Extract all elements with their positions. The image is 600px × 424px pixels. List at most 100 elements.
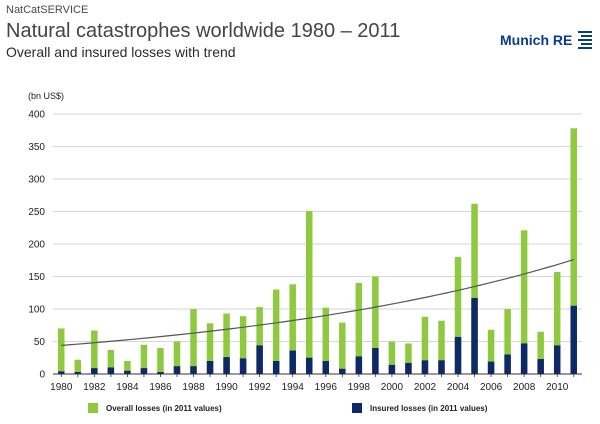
x-tick-label: 1984 <box>116 382 139 393</box>
x-tick-label: 2002 <box>414 382 437 393</box>
bar-overall <box>157 348 164 374</box>
y-tick-label: 250 <box>28 207 45 218</box>
bar-overall <box>438 320 445 374</box>
bar-insured <box>305 357 313 374</box>
bar-insured <box>256 345 263 374</box>
bar-insured <box>124 370 131 374</box>
bar-insured <box>339 368 346 374</box>
bar-overall <box>487 329 495 374</box>
bar-overall <box>107 349 115 374</box>
y-tick-label: 50 <box>34 337 46 348</box>
bar-insured <box>190 366 197 374</box>
bar-insured <box>322 361 330 374</box>
bar-insured <box>272 361 280 374</box>
bar-insured <box>388 364 396 374</box>
x-tick-label: 1992 <box>249 382 272 393</box>
bar-insured <box>471 297 478 374</box>
bar-insured <box>487 361 495 374</box>
bar-insured <box>289 350 296 374</box>
bar-overall <box>272 289 280 374</box>
bar-overall <box>471 203 478 374</box>
x-tick-label: 1990 <box>215 382 238 393</box>
header: NatCatSERVICE Natural catastrophes world… <box>6 4 596 60</box>
bar-overall <box>140 344 148 374</box>
bar-overall <box>239 316 247 374</box>
x-tick-label: 1994 <box>282 382 305 393</box>
bar-overall <box>124 361 131 374</box>
bar-overall <box>339 322 346 374</box>
header-tag: NatCatSERVICE <box>6 4 89 16</box>
bar-insured <box>107 367 115 374</box>
bar-insured <box>537 359 544 374</box>
bar-insured <box>140 368 148 374</box>
logo-text: Munich RE <box>500 32 573 48</box>
x-tick-label: 2004 <box>447 382 470 393</box>
legend-insured-label: Insured losses (in 2011 values) <box>370 403 488 413</box>
legend-overall-swatch <box>88 403 98 413</box>
y-axis-unit-label: (bn US$) <box>28 91 65 101</box>
bar-overall <box>256 307 263 374</box>
bar-overall <box>74 359 82 374</box>
bar-insured <box>74 372 82 374</box>
bar-insured <box>454 336 462 374</box>
y-tick-label: 150 <box>28 272 45 283</box>
bar-overall <box>553 271 561 374</box>
y-tick-label: 0 <box>39 370 45 381</box>
legend-overall: Overall losses (in 2011 values) <box>88 402 222 414</box>
bar-insured <box>173 366 181 374</box>
bar-overall <box>388 341 396 374</box>
bar-insured <box>372 348 379 374</box>
bar-overall <box>405 343 412 374</box>
bar-overall <box>223 313 230 374</box>
x-tick-label: 1988 <box>182 382 205 393</box>
bar-insured <box>520 343 528 374</box>
trend-line <box>61 259 574 346</box>
x-tick-label: 1982 <box>83 382 106 393</box>
bar-overall <box>322 307 330 374</box>
bar-overall <box>537 331 544 374</box>
bar-overall <box>570 128 577 374</box>
x-tick-label: 1996 <box>315 382 338 393</box>
y-tick-label: 350 <box>28 142 45 153</box>
x-tick-label: 1986 <box>149 382 172 393</box>
bar-overall <box>206 323 214 374</box>
bar-overall <box>372 276 379 374</box>
y-tick-label: 100 <box>28 305 45 316</box>
bar-insured <box>405 362 412 374</box>
y-tick-label: 400 <box>28 110 45 121</box>
x-tick-label: 2000 <box>381 382 404 393</box>
x-tick-label: 2006 <box>480 382 503 393</box>
bar-overall <box>504 309 511 374</box>
bar-insured <box>206 361 214 374</box>
bar-overall <box>454 257 462 374</box>
bar-insured <box>91 368 98 374</box>
bar-overall <box>91 330 98 374</box>
y-tick-label: 300 <box>28 175 45 186</box>
y-tick-label: 200 <box>28 240 45 251</box>
x-tick-label: 2008 <box>513 382 536 393</box>
bar-insured <box>553 345 561 374</box>
page-subtitle: Overall and insured losses with trend <box>6 44 236 60</box>
x-tick-label: 1980 <box>50 382 73 393</box>
bar-insured <box>421 360 429 374</box>
bar-insured <box>355 356 363 374</box>
bar-overall <box>190 309 197 374</box>
bar-insured <box>157 372 164 374</box>
bar-overall <box>520 230 528 374</box>
legend-insured: Insured losses (in 2011 values) <box>352 402 487 414</box>
bar-overall <box>173 341 181 374</box>
x-tick-label: 1998 <box>348 382 371 393</box>
munich-re-logo: Munich RE <box>500 30 594 50</box>
bar-overall <box>289 284 296 374</box>
bar-insured <box>438 360 445 374</box>
legend-overall-label: Overall losses (in 2011 values) <box>106 403 222 413</box>
bar-insured <box>570 305 577 374</box>
legend-insured-swatch <box>352 403 362 413</box>
bar-overall <box>305 210 313 374</box>
bar-insured <box>504 354 511 374</box>
x-tick-label: 2010 <box>546 382 569 393</box>
page-title: Natural catastrophes worldwide 1980 – 20… <box>6 20 401 42</box>
logo-mark-icon <box>578 31 593 49</box>
